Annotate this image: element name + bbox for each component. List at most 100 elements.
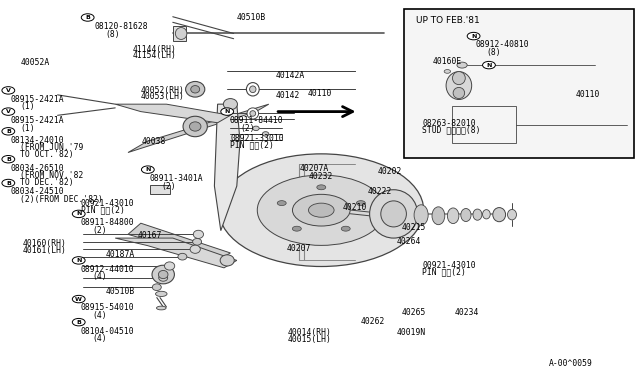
Text: 08915-2421A: 08915-2421A bbox=[10, 116, 64, 125]
Bar bbox=[404, 9, 634, 158]
Text: 40510B: 40510B bbox=[106, 287, 135, 296]
Circle shape bbox=[72, 295, 85, 303]
Ellipse shape bbox=[178, 253, 187, 260]
Ellipse shape bbox=[381, 201, 406, 227]
Circle shape bbox=[81, 14, 94, 21]
Text: 41144(RH): 41144(RH) bbox=[133, 45, 177, 54]
Text: 08912-40810: 08912-40810 bbox=[476, 40, 529, 49]
Circle shape bbox=[72, 257, 85, 264]
Text: 40019N: 40019N bbox=[397, 328, 426, 337]
Text: 40015(LH): 40015(LH) bbox=[288, 335, 332, 344]
Ellipse shape bbox=[447, 208, 459, 224]
Text: (8): (8) bbox=[486, 48, 501, 57]
Ellipse shape bbox=[219, 154, 424, 266]
Text: 40160E: 40160E bbox=[433, 57, 462, 65]
Text: W: W bbox=[76, 296, 82, 302]
Text: 40160(RH): 40160(RH) bbox=[23, 239, 67, 248]
Text: 40202: 40202 bbox=[378, 167, 402, 176]
Ellipse shape bbox=[453, 87, 465, 99]
Ellipse shape bbox=[292, 226, 301, 231]
Text: 40207: 40207 bbox=[287, 244, 311, 253]
Circle shape bbox=[141, 166, 154, 173]
Text: TO OCT.'82): TO OCT.'82) bbox=[20, 150, 74, 159]
Ellipse shape bbox=[308, 203, 334, 217]
Text: UP TO FEB.'81: UP TO FEB.'81 bbox=[416, 16, 480, 25]
Text: 40222: 40222 bbox=[367, 187, 392, 196]
Bar bbox=[150, 185, 170, 194]
Text: 40207A: 40207A bbox=[300, 164, 329, 173]
Text: (FROM JUN.'79: (FROM JUN.'79 bbox=[20, 143, 84, 152]
Ellipse shape bbox=[186, 81, 205, 97]
Text: PIN ピン(2): PIN ピン(2) bbox=[422, 268, 467, 277]
Text: 08034-26510: 08034-26510 bbox=[10, 164, 64, 173]
Text: 40264: 40264 bbox=[397, 237, 421, 246]
Text: 40110: 40110 bbox=[307, 89, 332, 98]
Circle shape bbox=[2, 108, 15, 115]
Ellipse shape bbox=[446, 72, 472, 100]
Ellipse shape bbox=[159, 275, 168, 281]
Text: N: N bbox=[145, 167, 150, 172]
Text: 08911-84410: 08911-84410 bbox=[229, 116, 283, 125]
Text: 40142: 40142 bbox=[275, 91, 300, 100]
Ellipse shape bbox=[493, 208, 506, 222]
Ellipse shape bbox=[190, 245, 200, 253]
Ellipse shape bbox=[262, 132, 269, 136]
Ellipse shape bbox=[292, 194, 350, 226]
Ellipse shape bbox=[193, 238, 202, 245]
Ellipse shape bbox=[152, 284, 161, 291]
Text: 40232: 40232 bbox=[309, 172, 333, 181]
Ellipse shape bbox=[158, 270, 168, 279]
Text: N: N bbox=[471, 33, 476, 39]
Text: (2): (2) bbox=[93, 226, 108, 235]
Ellipse shape bbox=[164, 262, 175, 270]
Circle shape bbox=[72, 318, 85, 326]
Text: 08911-84800: 08911-84800 bbox=[81, 218, 134, 227]
Text: 08915-2421A: 08915-2421A bbox=[10, 95, 64, 104]
Circle shape bbox=[2, 155, 15, 163]
Text: (1): (1) bbox=[20, 124, 35, 132]
Text: 08263-82010: 08263-82010 bbox=[422, 119, 476, 128]
Text: 41154(LH): 41154(LH) bbox=[133, 51, 177, 60]
Circle shape bbox=[2, 87, 15, 94]
Text: 40187A: 40187A bbox=[106, 250, 135, 259]
Text: (1): (1) bbox=[20, 102, 35, 111]
Ellipse shape bbox=[461, 208, 471, 221]
Text: STUD スタッド(8): STUD スタッド(8) bbox=[422, 126, 481, 135]
Ellipse shape bbox=[257, 175, 385, 246]
Text: 40167: 40167 bbox=[138, 231, 162, 240]
Polygon shape bbox=[115, 104, 230, 123]
Text: 00921-43010: 00921-43010 bbox=[81, 199, 134, 208]
Text: 08120-81628: 08120-81628 bbox=[95, 22, 148, 31]
Text: B: B bbox=[6, 129, 11, 134]
Text: 40014(RH): 40014(RH) bbox=[288, 328, 332, 337]
Ellipse shape bbox=[317, 185, 326, 190]
Text: 40210: 40210 bbox=[343, 203, 367, 212]
Text: N: N bbox=[486, 62, 492, 68]
Text: 40110: 40110 bbox=[576, 90, 600, 99]
Ellipse shape bbox=[508, 209, 516, 220]
Circle shape bbox=[221, 108, 234, 115]
Text: (4): (4) bbox=[93, 311, 108, 320]
Text: B: B bbox=[6, 180, 11, 186]
Ellipse shape bbox=[483, 210, 490, 219]
Ellipse shape bbox=[189, 122, 201, 131]
Ellipse shape bbox=[183, 116, 207, 137]
Text: 40262: 40262 bbox=[361, 317, 385, 326]
Text: N: N bbox=[76, 258, 81, 263]
Text: PIN ピン(2): PIN ピン(2) bbox=[81, 205, 125, 214]
Text: 08104-04510: 08104-04510 bbox=[81, 327, 134, 336]
Ellipse shape bbox=[175, 28, 187, 39]
Text: N: N bbox=[225, 109, 230, 114]
Text: 40052A: 40052A bbox=[20, 58, 50, 67]
Polygon shape bbox=[115, 238, 237, 268]
Ellipse shape bbox=[220, 255, 234, 266]
Ellipse shape bbox=[156, 291, 167, 296]
Ellipse shape bbox=[253, 126, 259, 131]
Text: 08921-33010: 08921-33010 bbox=[230, 134, 284, 143]
Polygon shape bbox=[128, 104, 269, 153]
Text: (4): (4) bbox=[93, 272, 108, 281]
Text: 40038: 40038 bbox=[142, 137, 166, 146]
Text: 08134-24010: 08134-24010 bbox=[10, 136, 64, 145]
Text: (2)(FROM DEC.'82): (2)(FROM DEC.'82) bbox=[20, 195, 103, 203]
Ellipse shape bbox=[223, 99, 237, 110]
